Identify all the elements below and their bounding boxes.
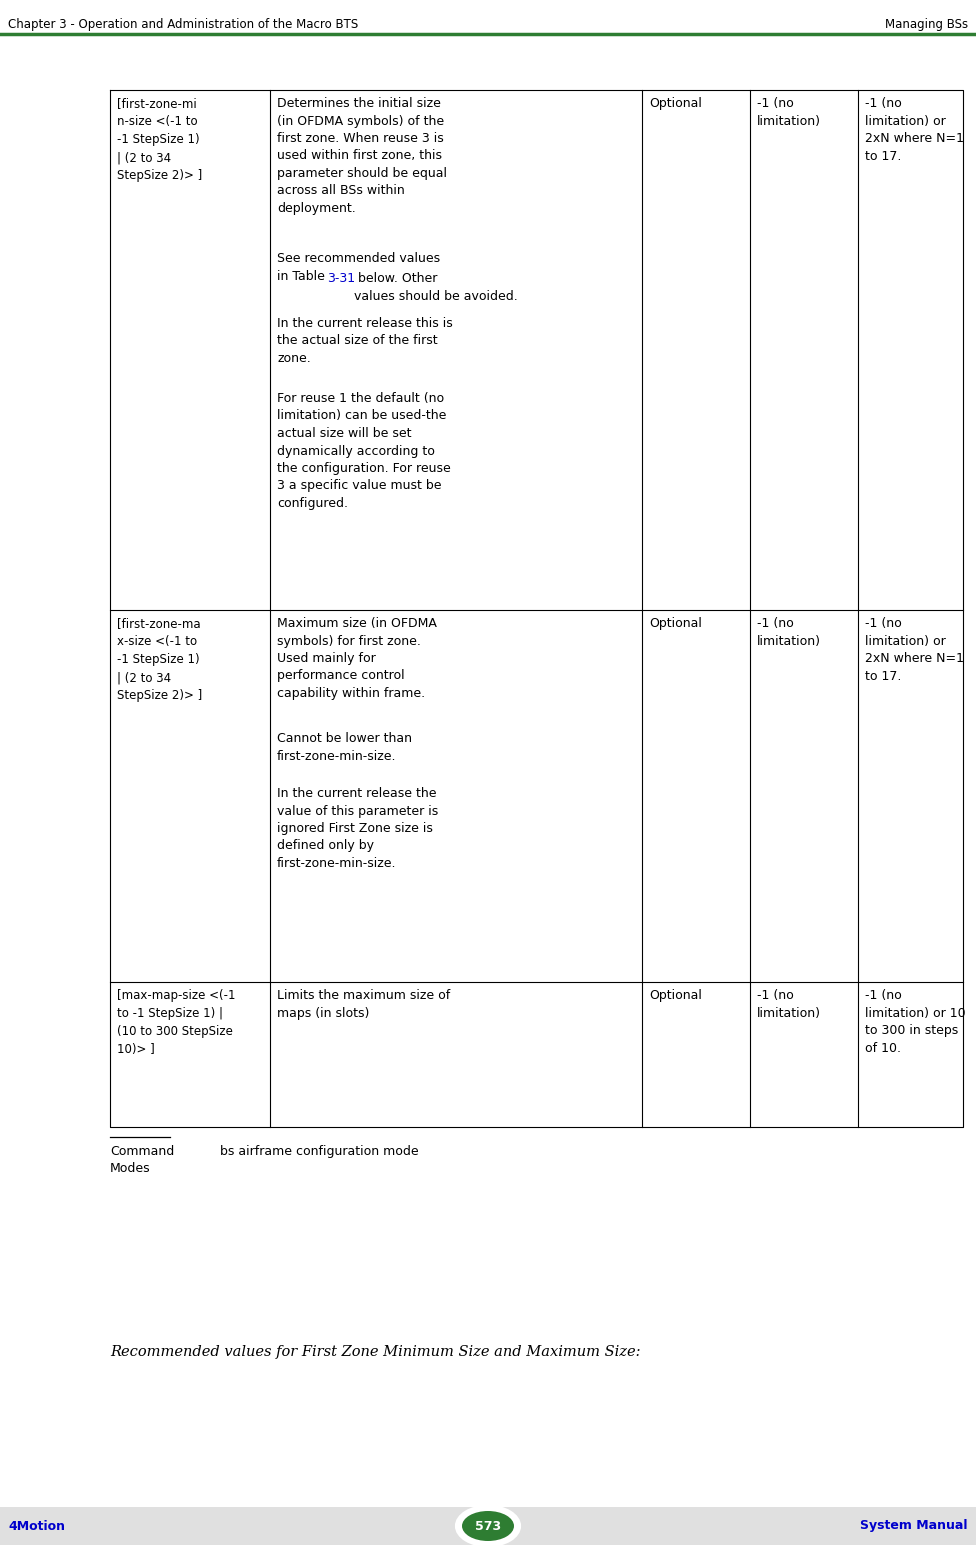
Text: -1 (no
limitation) or
2xN where N=1
to 17.: -1 (no limitation) or 2xN where N=1 to 1… (865, 616, 964, 683)
Text: Chapter 3 - Operation and Administration of the Macro BTS: Chapter 3 - Operation and Administration… (8, 19, 358, 31)
Text: Recommended values for First Zone Minimum Size and Maximum Size:: Recommended values for First Zone Minimu… (110, 1346, 640, 1360)
Ellipse shape (457, 1506, 519, 1545)
Ellipse shape (462, 1511, 514, 1540)
Text: 4Motion: 4Motion (8, 1519, 65, 1533)
Text: Maximum size (in OFDMA
symbols) for first zone.
Used mainly for
performance cont: Maximum size (in OFDMA symbols) for firs… (277, 616, 437, 700)
Text: Managing BSs: Managing BSs (885, 19, 968, 31)
Text: Command
Modes: Command Modes (110, 1145, 175, 1176)
Text: -1 (no
limitation): -1 (no limitation) (757, 616, 821, 647)
Text: [max-map-size <(-1
to -1 StepSize 1) |
(10 to 300 StepSize
10)> ]: [max-map-size <(-1 to -1 StepSize 1) | (… (117, 989, 235, 1055)
Text: System Manual: System Manual (861, 1519, 968, 1533)
Text: Optional: Optional (649, 616, 702, 630)
Text: Optional: Optional (649, 97, 702, 110)
Bar (0, 1506, 976, 1545)
Text: Determines the initial size
(in OFDMA symbols) of the
first zone. When reuse 3 i: Determines the initial size (in OFDMA sy… (277, 97, 447, 215)
Text: -1 (no
limitation) or
2xN where N=1
to 17.: -1 (no limitation) or 2xN where N=1 to 1… (865, 97, 964, 162)
Text: -1 (no
limitation): -1 (no limitation) (757, 97, 821, 128)
Text: See recommended values
in Table: See recommended values in Table (277, 252, 440, 283)
Text: [first-zone-mi
n-size <(-1 to
-1 StepSize 1)
| (2 to 34
StepSize 2)> ]: [first-zone-mi n-size <(-1 to -1 StepSiz… (117, 97, 202, 182)
Text: bs airframe configuration mode: bs airframe configuration mode (220, 1145, 419, 1159)
Text: [first-zone-ma
x-size <(-1 to
-1 StepSize 1)
| (2 to 34
StepSize 2)> ]: [first-zone-ma x-size <(-1 to -1 StepSiz… (117, 616, 202, 701)
Text: For reuse 1 the default (no
limitation) can be used-the
actual size will be set
: For reuse 1 the default (no limitation) … (277, 392, 451, 510)
Text: 573: 573 (475, 1519, 501, 1533)
Text: In the current release the
value of this parameter is
ignored First Zone size is: In the current release the value of this… (277, 786, 438, 870)
Text: In the current release this is
the actual size of the first
zone.: In the current release this is the actua… (277, 317, 453, 365)
Text: Limits the maximum size of
maps (in slots): Limits the maximum size of maps (in slot… (277, 989, 450, 1020)
Text: Cannot be lower than
first-zone-min-size.: Cannot be lower than first-zone-min-size… (277, 732, 412, 763)
Text: below. Other
values should be avoided.: below. Other values should be avoided. (354, 272, 517, 303)
Text: -1 (no
limitation) or 10
to 300 in steps
of 10.: -1 (no limitation) or 10 to 300 in steps… (865, 989, 965, 1055)
Text: -1 (no
limitation): -1 (no limitation) (757, 989, 821, 1020)
Text: Optional: Optional (649, 989, 702, 1003)
Text: 3-31: 3-31 (327, 272, 355, 284)
